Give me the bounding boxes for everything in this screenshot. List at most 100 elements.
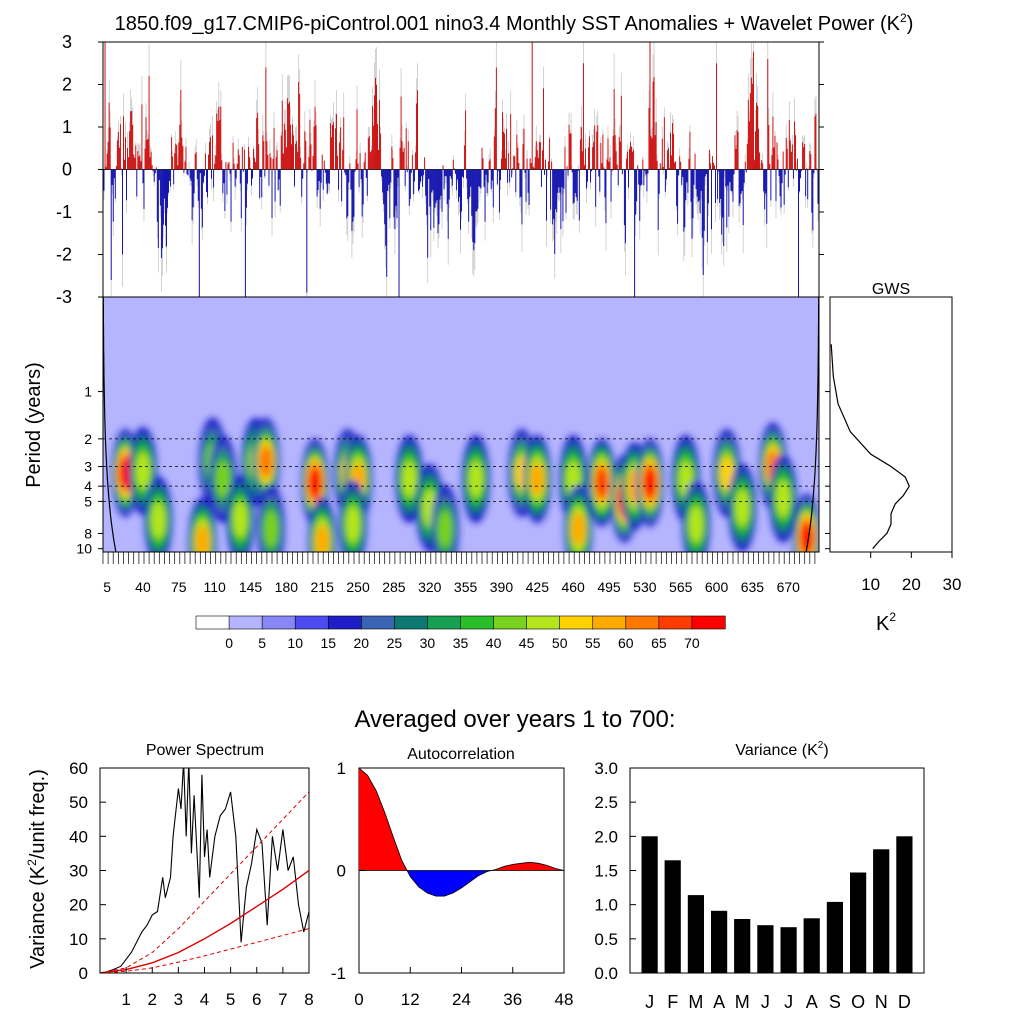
autocorrelation-x-tick-label: 24 <box>452 990 471 1009</box>
variance-x-tick-label: A <box>806 992 818 1012</box>
power-spectrum-x-tick-label: 2 <box>148 990 157 1009</box>
variance-bar <box>711 910 728 973</box>
colorbar-swatch <box>327 615 362 630</box>
colorbar-label: 65 <box>651 635 667 651</box>
power-spectrum-y-tick-label: 10 <box>69 930 88 949</box>
variance-axes: J F M A M J J A S O N D0.00.51.01.52.02.53.0 <box>594 759 911 1012</box>
power-spectrum-x-tick-label: 4 <box>200 990 209 1009</box>
wavelet-x-tick-label: 530 <box>633 579 657 595</box>
anomaly-y-tick-label: -1 <box>56 202 72 222</box>
autocorrelation-x-tick-label: 12 <box>401 990 420 1009</box>
variance-bar <box>873 849 890 973</box>
autocorrelation-y-tick-label: 0 <box>337 862 346 881</box>
wavelet-x-tick-label: 460 <box>561 579 585 595</box>
wavelet-power-blob <box>437 510 453 548</box>
autocorrelation-positive-area <box>359 768 407 871</box>
gws-x-tick-label: 10 <box>861 575 880 594</box>
variance-bar <box>664 860 681 974</box>
wavelet-y-tick-label: 3 <box>84 459 92 475</box>
wavelet-power-blob <box>402 460 417 498</box>
variance-title: Variance (K2) <box>735 740 828 759</box>
anomaly-panel: 3 2 1 0 -1 -2 -3 <box>56 32 824 307</box>
autocorrelation-title: Autocorrelation <box>407 746 515 763</box>
confidence-bound <box>100 791 309 973</box>
colorbar-label: 60 <box>618 635 634 651</box>
colorbar-label: 55 <box>585 635 601 651</box>
colorbar-swatch <box>493 615 528 630</box>
autocorrelation-panel: Autocorrelation 0 12 24 36 48 1 0 -1 <box>331 746 574 1009</box>
colorbar-label: 5 <box>258 635 266 651</box>
colorbar-swatch <box>394 615 429 630</box>
wavelet-power-field <box>111 417 819 552</box>
autocorrelation-axes: 0 12 24 36 48 1 0 -1 <box>331 759 574 1009</box>
variance-y-tick-label: 0.0 <box>594 964 618 983</box>
variance-y-tick-label: 0.5 <box>594 930 618 949</box>
autocorrelation-y-tick-label: -1 <box>331 964 346 983</box>
anomaly-positive-bars <box>104 42 818 170</box>
wavelet-power-blob <box>119 458 132 488</box>
wavelet-period-guides <box>103 438 819 502</box>
anomaly-y-tick-label: -3 <box>56 287 72 307</box>
wavelet-x-tick-label: 495 <box>597 579 621 595</box>
power-spectrum-x-tick-label: 3 <box>174 990 183 1009</box>
wavelet-x-tick-label: 75 <box>171 579 187 595</box>
variance-bar <box>757 925 774 973</box>
variance-bar <box>896 836 913 973</box>
power-spectrum-y-label: Variance (K2/unit freq.) <box>25 769 49 969</box>
variance-x-tick-label: M <box>688 992 703 1012</box>
gws-x-tick-label: 30 <box>943 575 962 594</box>
variance-bar <box>780 927 797 973</box>
variance-x-tick-label: J <box>645 992 654 1012</box>
wavelet-power-blob <box>345 505 361 543</box>
wavelet-power-blob <box>530 462 545 496</box>
variance-bar <box>641 836 658 973</box>
wavelet-power-blob <box>151 501 166 539</box>
wavelet-x-tick-label: 600 <box>705 579 729 595</box>
autocorrelation-x-tick-label: 48 <box>555 990 574 1009</box>
wavelet-power-blob <box>775 480 791 518</box>
colorbar-label: 45 <box>519 635 535 651</box>
anomaly-y-axis: 3 2 1 0 -1 -2 -3 <box>56 32 824 307</box>
variance-bars <box>641 836 913 974</box>
colorbar-swatch <box>625 615 660 630</box>
colorbar-swatch <box>261 615 296 630</box>
variance-panel: Variance (K2) J F M A M J J A S O N D0.00.51.01.52.… <box>594 740 925 1012</box>
wavelet-y-tick-label: 5 <box>84 493 92 509</box>
wavelet-power-blob <box>215 460 231 498</box>
wavelet-x-tick-label: 250 <box>346 579 370 595</box>
wavelet-x-tick-label: 180 <box>275 579 299 595</box>
colorbar-swatch <box>361 615 395 630</box>
wavelet-power-blob <box>135 452 151 490</box>
variance-x-tick-label: S <box>829 992 841 1012</box>
wavelet-y-tick-label: 1 <box>84 384 92 400</box>
gws-line <box>830 344 910 550</box>
power-spectrum-x-tick-label: 8 <box>304 990 313 1009</box>
cone-of-influence <box>103 297 819 552</box>
power-spectrum-y-tick-label: 30 <box>69 862 88 881</box>
colorbar-label: 35 <box>453 635 469 651</box>
wavelet-x-tick-label: 110 <box>203 579 226 595</box>
wavelet-x-tick-label: 670 <box>777 579 801 595</box>
wavelet-power-blob <box>308 467 322 498</box>
wavelet-power-blob <box>195 524 210 552</box>
variance-x-tick-label: F <box>667 992 678 1012</box>
wavelet-power-blob <box>643 467 657 498</box>
wavelet-x-tick-label: 355 <box>454 579 478 595</box>
gws-x-axis: 10 20 30 <box>825 391 962 594</box>
red-noise-spectrum <box>100 869 309 973</box>
wavelet-frame <box>102 296 820 553</box>
colorbar-swatch <box>592 615 627 630</box>
wavelet-power-blob <box>315 524 329 552</box>
wavelet-power-blob <box>571 512 586 546</box>
power-spectrum-y-tick-label: 0 <box>79 964 88 983</box>
wavelet-x-tick-label: 215 <box>311 579 335 595</box>
wavelet-y-tick-label: 8 <box>84 525 92 541</box>
autocorrelation-fill <box>358 767 565 897</box>
variance-x-tick-label: J <box>761 992 770 1012</box>
variance-bar <box>734 919 751 973</box>
power-spectrum-x-tick-label: 6 <box>252 990 261 1009</box>
autocorrelation-line <box>358 767 565 897</box>
autocorrelation-y-tick-label: 1 <box>337 759 346 778</box>
